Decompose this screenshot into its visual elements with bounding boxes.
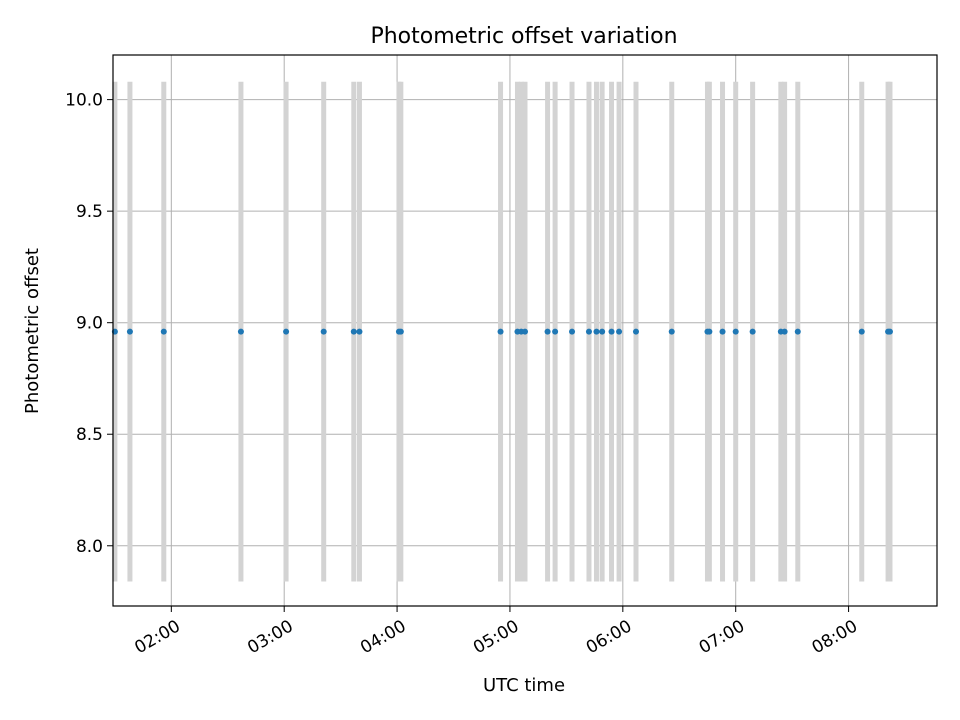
data-point [283, 328, 290, 335]
data-point [706, 328, 713, 335]
data-point [585, 328, 592, 335]
y-tick-label: 10.0 [65, 91, 103, 111]
data-point [160, 328, 167, 335]
y-tick-label: 9.5 [76, 202, 103, 222]
y-tick-label: 9.0 [76, 314, 103, 334]
data-point [858, 328, 865, 335]
data-point [397, 328, 404, 335]
data-point [749, 328, 756, 335]
data-point [593, 328, 600, 335]
data-point [794, 328, 801, 335]
data-points [111, 328, 893, 335]
y-axis-label: Photometric offset [22, 248, 43, 414]
data-point [732, 328, 739, 335]
data-point [886, 328, 893, 335]
y-axis: 8.0 8.5 9.0 9.5 10.0 [65, 91, 113, 557]
data-point [522, 328, 528, 335]
plot-frame [112, 54, 938, 607]
data-point [668, 328, 675, 335]
x-axis-label: UTC time [483, 675, 565, 696]
y-tick-label: 8.5 [76, 425, 103, 445]
data-point [126, 328, 133, 335]
data-point [544, 328, 551, 335]
data-point [781, 328, 788, 335]
chart-title: Photometric offset variation [370, 24, 677, 49]
data-point [608, 328, 615, 335]
data-point [237, 328, 244, 335]
data-point [552, 328, 559, 335]
data-point [569, 328, 576, 335]
data-point [350, 328, 357, 335]
data-point [632, 328, 639, 335]
data-point [616, 328, 623, 335]
y-tick-label: 8.0 [76, 537, 103, 557]
data-point [356, 328, 363, 335]
data-point [719, 328, 726, 335]
data-point [599, 328, 606, 335]
data-point [497, 328, 504, 335]
plot-area [111, 54, 938, 607]
data-point [320, 328, 327, 335]
